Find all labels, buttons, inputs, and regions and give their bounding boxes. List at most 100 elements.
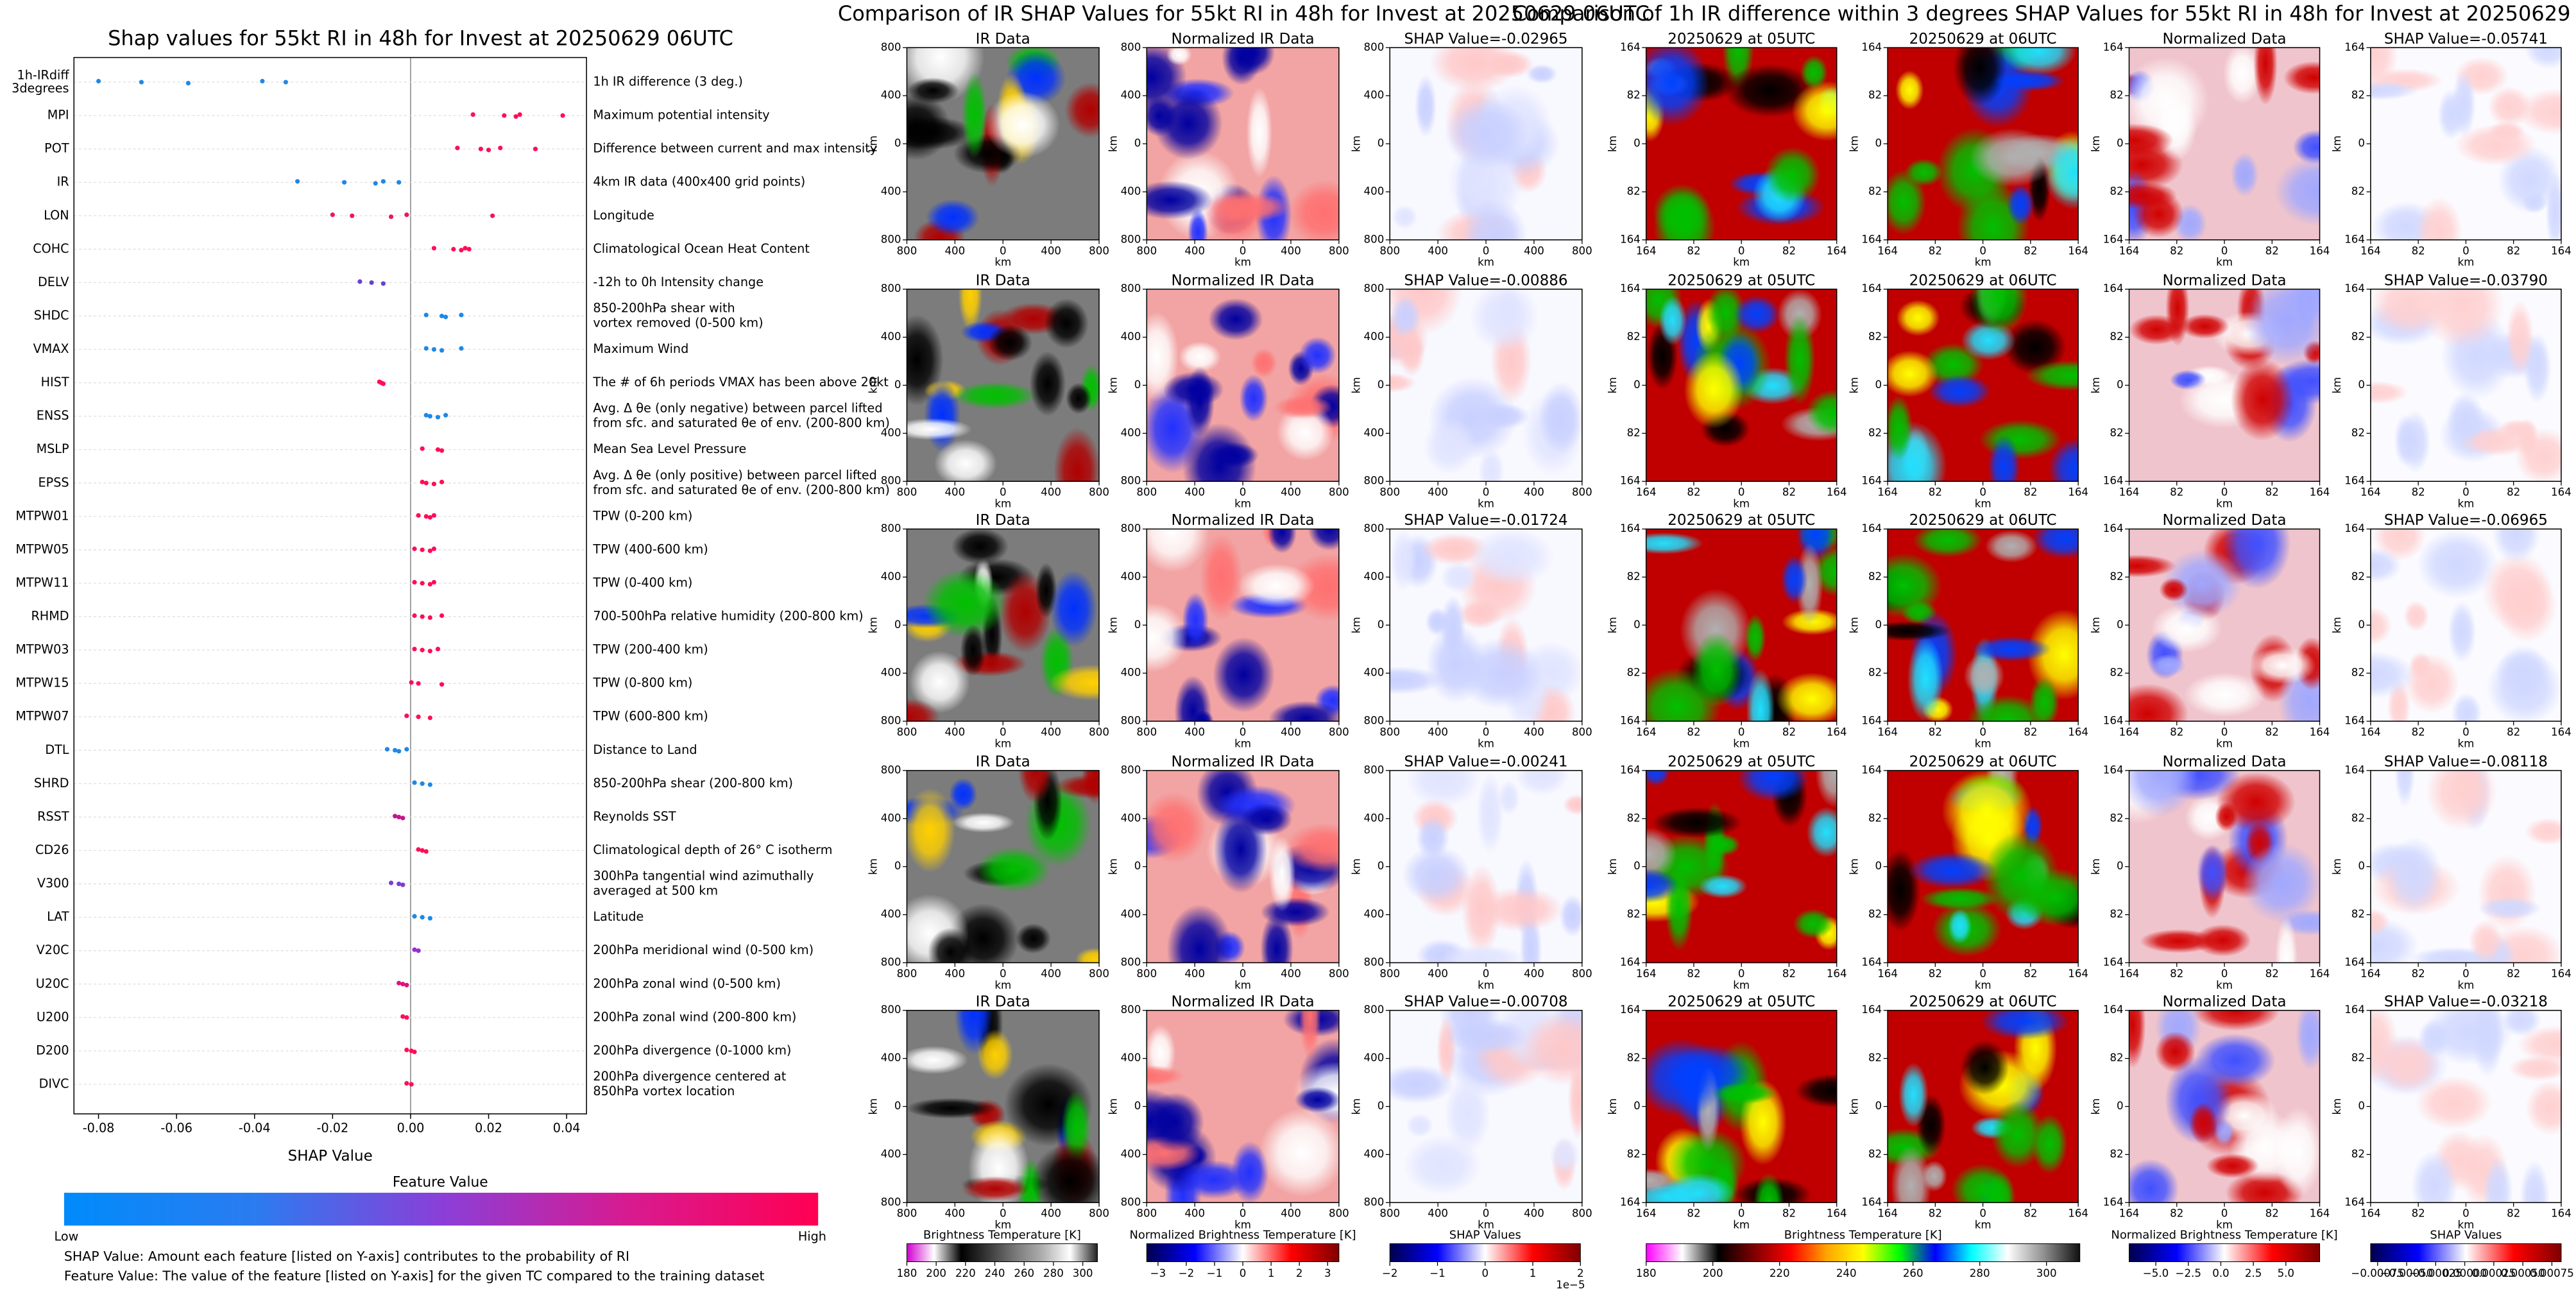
axes-frame bbox=[73, 56, 587, 1114]
shap-dot bbox=[350, 213, 355, 218]
colorbar-tick-label: 1 bbox=[1268, 1267, 1275, 1279]
image-texture bbox=[1064, 82, 1100, 138]
x-tick-label: 400 bbox=[1428, 968, 1448, 980]
x-tick-label: 0 bbox=[1979, 1208, 1986, 1220]
x-tick-label: 400 bbox=[944, 968, 965, 980]
x-tick-label: 164 bbox=[2068, 968, 2088, 980]
image-texture bbox=[1653, 190, 1716, 240]
colorbar bbox=[1389, 1243, 1581, 1263]
image-texture bbox=[1753, 1172, 1784, 1203]
panel-title: 20250629 at 06UTC bbox=[1909, 512, 2057, 529]
x-axis-label: km bbox=[2457, 979, 2474, 991]
image-texture bbox=[1559, 894, 1582, 937]
image-texture bbox=[2253, 47, 2278, 106]
y-tick-label: 82 bbox=[1868, 427, 1882, 439]
x-tick-label: 800 bbox=[1136, 726, 1157, 738]
feature-description: vortex removed (0-500 km) bbox=[593, 315, 763, 330]
y-tick-label: 800 bbox=[881, 475, 901, 487]
shap-dot bbox=[533, 146, 538, 151]
image-texture bbox=[1953, 47, 2007, 106]
x-tick-label: 82 bbox=[2265, 1208, 2279, 1220]
shap-dot bbox=[388, 880, 394, 885]
y-axis-label: km bbox=[867, 858, 880, 875]
x-tick-label: 0 bbox=[1738, 244, 1745, 257]
x-axis-label: km bbox=[2457, 498, 2474, 510]
colorbar-label: Brightness Temperature [K] bbox=[923, 1229, 1081, 1242]
feature-label: DTL bbox=[45, 742, 69, 757]
image-texture bbox=[1147, 1065, 1184, 1087]
feature-description: Distance to Land bbox=[593, 742, 697, 757]
y-tick-label: 400 bbox=[1121, 812, 1141, 824]
image-texture bbox=[1147, 602, 1188, 672]
x-tick-label: 800 bbox=[1329, 968, 1349, 980]
x-tick-label: 82 bbox=[1687, 486, 1700, 499]
y-axis-label: km bbox=[1351, 135, 1363, 152]
image-texture bbox=[1390, 529, 1417, 592]
y-tick-label: 164 bbox=[2103, 282, 2124, 295]
feature-description: Difference between current and max inten… bbox=[593, 141, 877, 156]
image-texture bbox=[954, 1010, 993, 1055]
feature-description: Maximum Wind bbox=[593, 341, 688, 356]
image-texture bbox=[1993, 70, 2065, 92]
feature-label: LAT bbox=[47, 909, 69, 924]
y-tick-label: 0 bbox=[1134, 137, 1141, 149]
image-texture bbox=[2370, 651, 2416, 699]
panel-title: Normalized IR Data bbox=[1172, 754, 1315, 771]
image-texture bbox=[1888, 552, 1942, 619]
image-texture bbox=[2140, 929, 2218, 953]
y-tick-label: 82 bbox=[1868, 908, 1882, 920]
feature-description: Latitude bbox=[593, 909, 644, 924]
image-texture bbox=[2032, 529, 2079, 559]
colorbar-label: Brightness Temperature [K] bbox=[1784, 1229, 1942, 1242]
x-axis-label: km bbox=[1234, 737, 1251, 749]
image-texture bbox=[2451, 692, 2482, 722]
x-tick-label: 800 bbox=[1379, 726, 1400, 738]
feature-label: 3degrees bbox=[12, 81, 69, 96]
x-tick-label: 82 bbox=[1929, 486, 1942, 499]
y-tick-label: 164 bbox=[2103, 956, 2124, 968]
x-tick-label: -0.02 bbox=[317, 1121, 349, 1136]
feature-label: SHDC bbox=[34, 308, 69, 323]
feature-label: MTPW15 bbox=[15, 676, 69, 690]
y-tick-label: 800 bbox=[881, 41, 901, 53]
shap-dot bbox=[431, 246, 437, 251]
x-tick-label: 800 bbox=[1379, 486, 1400, 499]
image-texture bbox=[2447, 600, 2477, 663]
panel-title: Normalized Data bbox=[2163, 512, 2287, 529]
feature-label: U20C bbox=[36, 976, 69, 991]
y-tick-label: 164 bbox=[2344, 41, 2365, 53]
y-tick-label: 82 bbox=[2351, 667, 2365, 679]
panel-title: Normalized IR Data bbox=[1172, 512, 1315, 529]
y-tick-label: 400 bbox=[881, 330, 901, 343]
image-texture bbox=[1815, 770, 1837, 808]
image bbox=[1390, 770, 1582, 963]
y-tick-label: 164 bbox=[1620, 715, 1641, 727]
x-tick-label: 800 bbox=[1572, 486, 1592, 499]
shap-dot bbox=[420, 446, 425, 451]
feature-description: TPW (0-200 km) bbox=[592, 508, 692, 523]
feature-label: COHC bbox=[33, 241, 69, 256]
y-axis-label: km bbox=[1107, 858, 1120, 875]
shap-dot bbox=[412, 613, 417, 619]
y-tick-label: 82 bbox=[2110, 570, 2123, 583]
y-tick-label: 400 bbox=[1121, 908, 1141, 920]
feature-description: from sfc. and saturated θe of env. (200-… bbox=[593, 482, 889, 497]
y-tick-label: 164 bbox=[2103, 522, 2124, 534]
feature-label: MSLP bbox=[37, 441, 69, 456]
shap-dot bbox=[416, 847, 421, 852]
image-texture bbox=[1423, 417, 1477, 475]
feature-label: VMAX bbox=[33, 341, 69, 356]
shap-dot bbox=[439, 479, 445, 484]
x-tick-label: 0 bbox=[1738, 1208, 1745, 1220]
y-tick-label: 0 bbox=[2117, 379, 2124, 391]
y-tick-label: 400 bbox=[1121, 667, 1141, 679]
shap-dot bbox=[416, 714, 421, 719]
colorbar-tick-label: 0.0 bbox=[2212, 1267, 2229, 1279]
x-axis-label: SHAP Value bbox=[288, 1148, 373, 1165]
image-texture bbox=[1444, 1073, 1491, 1154]
image-texture bbox=[2196, 844, 2229, 902]
image-texture bbox=[2370, 547, 2402, 584]
panel-title: Normalized Data bbox=[2163, 754, 2287, 771]
panel-title: SHAP Value=-0.00886 bbox=[1404, 272, 1568, 289]
y-tick-label: 400 bbox=[1364, 330, 1385, 343]
